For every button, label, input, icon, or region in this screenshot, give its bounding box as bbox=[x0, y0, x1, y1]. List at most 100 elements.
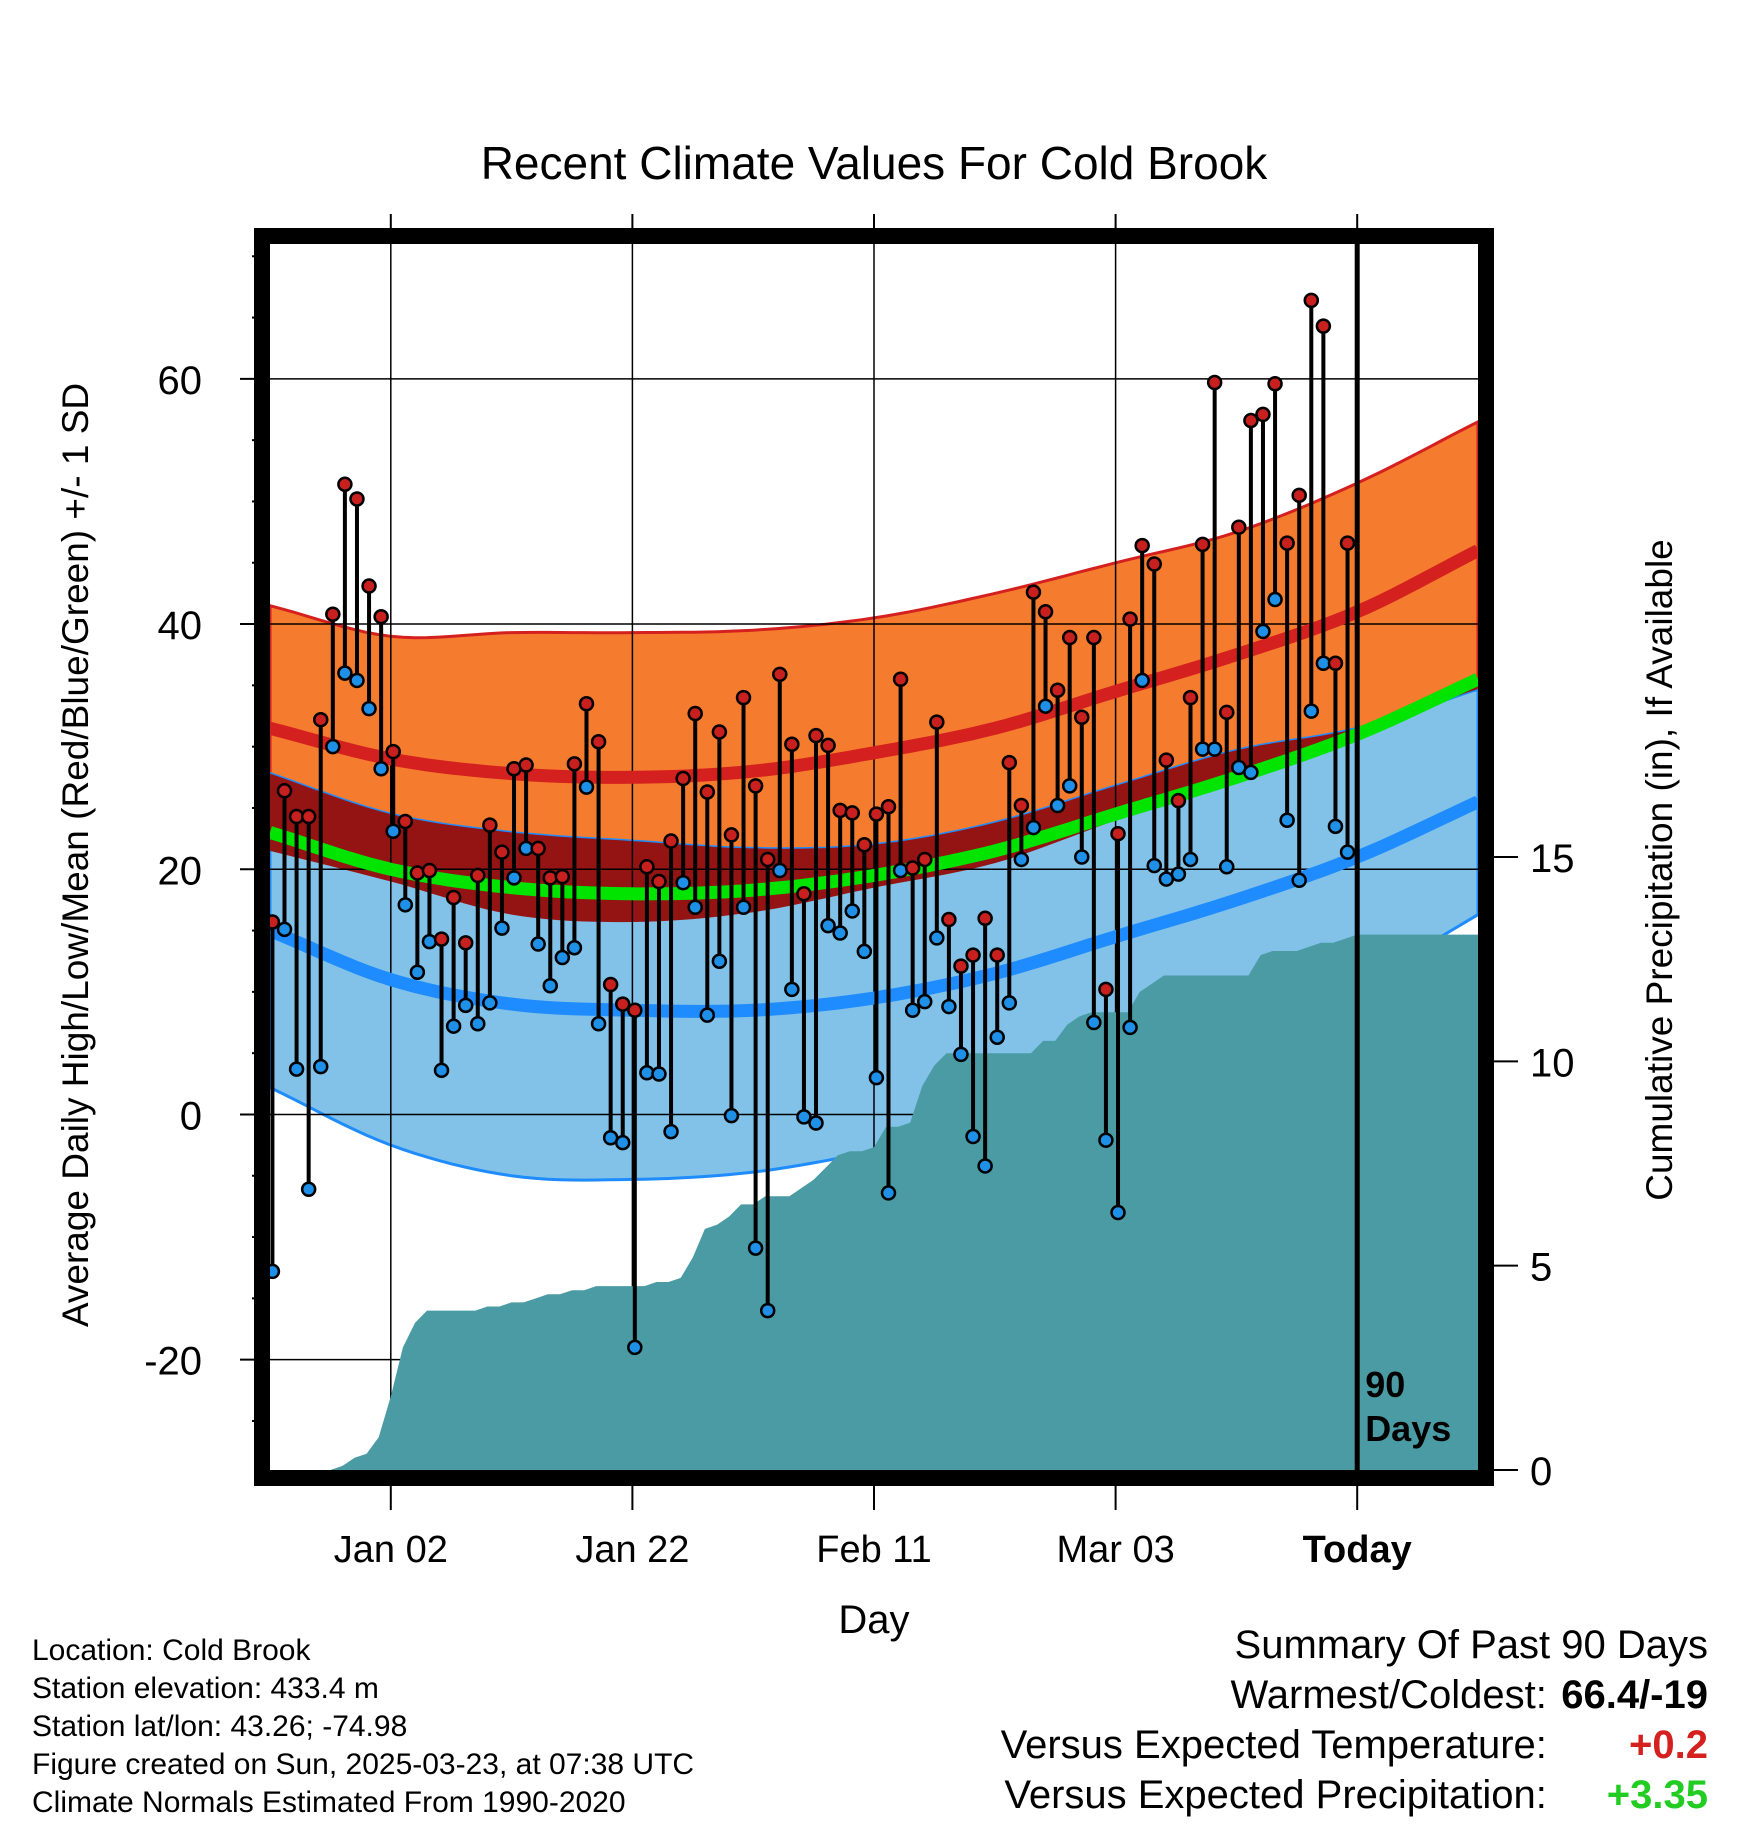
daily-high-point bbox=[566, 756, 583, 772]
temp-value: +0.2 bbox=[1629, 1723, 1708, 1767]
daily-low-point bbox=[1037, 698, 1054, 714]
daily-low-point bbox=[627, 1339, 643, 1356]
daily-high-point bbox=[457, 935, 474, 951]
daily-low-point bbox=[699, 1007, 716, 1023]
daily-high-point bbox=[916, 851, 933, 868]
daily-high-point bbox=[989, 947, 1005, 963]
daily-low-point bbox=[1122, 1019, 1138, 1036]
daily-low-point bbox=[953, 1046, 969, 1063]
daily-low-point bbox=[759, 1302, 776, 1319]
chart-title: Recent Climate Values For Cold Brook bbox=[481, 137, 1269, 189]
daily-high-point bbox=[1243, 412, 1259, 429]
daily-low-point bbox=[892, 862, 909, 879]
daily-high-point bbox=[904, 860, 921, 876]
daily-low-point bbox=[288, 1061, 305, 1077]
daily-high-point bbox=[1255, 406, 1271, 423]
daily-high-point bbox=[445, 889, 462, 906]
warmest-label: Warmest/Coldest: bbox=[1230, 1673, 1547, 1717]
x-tick-label: Today bbox=[1303, 1529, 1412, 1571]
daily-high-point bbox=[554, 868, 571, 885]
normal-high-line bbox=[270, 544, 1478, 784]
daily-high-point bbox=[1110, 825, 1126, 842]
daily-high-point bbox=[518, 757, 534, 773]
daily-high-point bbox=[1025, 584, 1042, 600]
daily-high-point bbox=[1327, 655, 1344, 672]
x-axis-label: Day bbox=[838, 1598, 909, 1642]
daily-high-point bbox=[276, 783, 293, 799]
daily-high-point bbox=[1049, 682, 1066, 699]
x-tick-label: Jan 22 bbox=[575, 1529, 689, 1571]
daily-low-point bbox=[1098, 1132, 1114, 1148]
daily-high-point bbox=[772, 666, 788, 683]
daily-low-point bbox=[482, 995, 498, 1011]
daily-high-point bbox=[880, 798, 897, 815]
x-tick-label: Jan 02 bbox=[334, 1529, 448, 1571]
daily-high-point bbox=[977, 910, 993, 927]
daily-low-point bbox=[735, 899, 752, 916]
daily-low-point bbox=[687, 899, 703, 916]
daily-high-point bbox=[747, 778, 764, 794]
daily-low-point bbox=[832, 925, 848, 941]
daily-low-point bbox=[566, 939, 583, 956]
daily-low-point bbox=[421, 933, 438, 950]
daily-high-point bbox=[1001, 754, 1018, 771]
y-tick-label: 40 bbox=[158, 604, 203, 648]
precip-tick-label: 5 bbox=[1530, 1246, 1552, 1290]
daily-high-point bbox=[482, 817, 498, 833]
daily-low-point bbox=[1243, 764, 1259, 781]
daily-low-point bbox=[1001, 995, 1018, 1011]
daily-high-point bbox=[1194, 536, 1211, 553]
warmest-value: 66.4/-19 bbox=[1561, 1673, 1708, 1717]
daily-high-point bbox=[759, 851, 776, 868]
daily-low-point bbox=[1255, 623, 1271, 640]
daily-low-point bbox=[1061, 778, 1078, 794]
daily-low-point bbox=[1206, 741, 1223, 757]
daily-high-point bbox=[1158, 752, 1175, 768]
daily-low-point bbox=[1339, 844, 1356, 860]
daily-high-point bbox=[796, 886, 812, 902]
summary-temp-row: Versus Expected Temperature: +0.2 bbox=[1001, 1720, 1708, 1770]
daily-low-point bbox=[542, 977, 559, 994]
daily-low-point bbox=[1279, 812, 1295, 828]
daily-low-point bbox=[1146, 857, 1163, 874]
precip-tick-label: 0 bbox=[1530, 1450, 1552, 1494]
daily-high-point bbox=[723, 827, 740, 843]
daily-high-point bbox=[1231, 519, 1247, 535]
daily-high-point bbox=[397, 813, 414, 830]
daily-high-point bbox=[1182, 689, 1199, 706]
precip-tick-label: 10 bbox=[1530, 1041, 1575, 1085]
daily-high-point bbox=[1122, 611, 1138, 627]
daily-high-point bbox=[590, 734, 607, 750]
daily-high-point bbox=[602, 976, 619, 993]
daily-high-point bbox=[1086, 629, 1102, 646]
daily-low-point bbox=[772, 862, 788, 879]
latlon-text: Station lat/lon: 43.26; -74.98 bbox=[32, 1710, 408, 1743]
daily-high-point bbox=[1315, 318, 1332, 334]
summary-panel: Summary Of Past 90 Days Warmest/Coldest:… bbox=[1001, 1620, 1708, 1820]
daily-low-point bbox=[325, 738, 341, 755]
daily-high-point bbox=[651, 873, 667, 890]
daily-low-point bbox=[1218, 859, 1235, 875]
daily-high-point bbox=[1037, 604, 1054, 620]
daily-low-point bbox=[675, 874, 691, 891]
summary-warmest-row: Warmest/Coldest: 66.4/-19 bbox=[1001, 1670, 1709, 1720]
daily-high-point bbox=[639, 859, 655, 875]
daily-low-point bbox=[904, 1002, 921, 1018]
daily-high-point bbox=[1279, 535, 1295, 551]
daily-high-point bbox=[312, 711, 329, 728]
daily-low-point bbox=[808, 1115, 824, 1131]
daily-low-point bbox=[856, 943, 873, 960]
daily-high-point bbox=[578, 696, 595, 712]
daily-low-point bbox=[276, 921, 293, 938]
daily-low-point bbox=[457, 997, 474, 1014]
x-tick-label: Feb 11 bbox=[816, 1529, 931, 1571]
daily-low-point bbox=[614, 1134, 631, 1151]
y-axis-label-right: Cumulative Precipitation (in), If Availa… bbox=[1639, 539, 1680, 1201]
y-tick-label: 60 bbox=[158, 359, 203, 403]
daily-low-point bbox=[844, 903, 861, 919]
summary-title: Summary Of Past 90 Days bbox=[1234, 1623, 1708, 1667]
daily-high-point bbox=[663, 833, 679, 849]
